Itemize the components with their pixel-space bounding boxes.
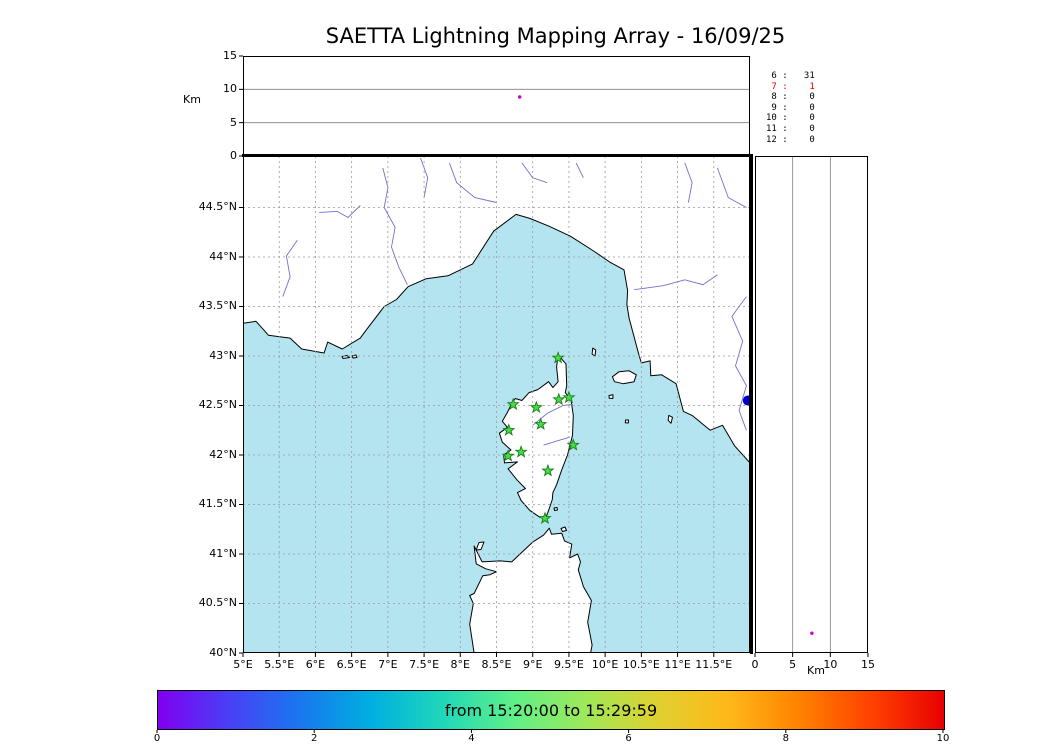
lma-station-marker	[506, 397, 520, 411]
right-grid-layer	[792, 156, 831, 653]
lon-tick-label: 8.5°E	[481, 658, 512, 671]
lon-tick-label: 11.5°E	[695, 658, 733, 671]
lon-tick-label: 6°E	[305, 658, 326, 671]
lon-tick-label: 5°E	[233, 658, 253, 671]
colorbar-tick-label: 4	[468, 733, 475, 744]
alt-tick-label: 0	[230, 149, 237, 162]
lat-tick-label: 40.5°N	[198, 596, 237, 610]
histogram-row: 11 : 0	[766, 123, 815, 134]
panel-frame	[755, 156, 868, 653]
lma-station-marker	[514, 445, 528, 458]
colorbar-tick-label: 10	[936, 733, 950, 744]
lat-tick-label: 43.5°N	[198, 299, 237, 313]
top-source-layer	[517, 95, 522, 99]
colorbar-time-label: from 15:20:00 to 15:29:59	[444, 700, 658, 720]
lon-tick-label: 10°E	[591, 658, 619, 671]
lat-tick-label: 42.5°N	[198, 398, 237, 412]
lma-station-marker	[538, 511, 552, 524]
lma-station-marker	[552, 392, 566, 406]
histogram-row: 9 : 0	[766, 102, 815, 113]
altitude-longitude-plot	[243, 56, 750, 156]
stations-histogram: 6 : 31 7 : 1 8 : 0 9 : 0 10 : 0 11 : 0 12 :…	[766, 71, 815, 145]
km-axis-label: Km	[807, 664, 825, 677]
lma-station-marker	[529, 400, 543, 414]
lma-station-marker	[534, 417, 548, 430]
colorbar-tick-label: 6	[625, 733, 632, 744]
alt-tick-label: 10	[223, 82, 237, 96]
lon-tick-label: 6.5°E	[336, 658, 367, 671]
figure-title: SAETTA Lightning Mapping Array - 16/09/2…	[325, 24, 786, 48]
mainland-coastline	[243, 156, 750, 464]
lma-station-marker	[541, 463, 555, 477]
altitude-latitude-panel	[755, 156, 868, 653]
lat-tick-label: 41.5°N	[198, 497, 237, 511]
top-grid-layer	[243, 88, 750, 124]
altitude-latitude-plot	[755, 156, 868, 653]
lon-tick-label: 7.5°E	[409, 658, 440, 671]
histogram-row: 8 : 0	[766, 92, 815, 103]
lon-tick-label: 9.5°E	[553, 658, 584, 671]
histogram-row: 10 : 0	[766, 113, 815, 124]
lma-station-marker	[551, 351, 565, 364]
map-panel	[243, 156, 750, 653]
right-source-layer	[810, 631, 814, 635]
altitude-axis-label: Km	[183, 93, 201, 106]
lon-tick-label: 11°E	[664, 658, 691, 671]
lightning-source-dot	[517, 95, 522, 99]
lat-tick-label: 44°N	[209, 249, 237, 263]
colorbar-tick-label: 8	[782, 733, 789, 744]
lma-station-marker	[502, 423, 516, 436]
frame-divider-vertical	[750, 154, 753, 654]
colorbar-tick-label: 0	[153, 733, 161, 744]
frame-divider-horizontal	[242, 154, 753, 157]
lon-tick-label: 8°E	[450, 658, 470, 671]
panel-frame	[243, 56, 750, 156]
lat-tick-label: 41°N	[209, 546, 237, 560]
alt-tick-label: 15	[223, 49, 237, 62]
lon-tick-label: 7°E	[378, 658, 398, 671]
station-marker-layer	[501, 351, 750, 524]
lat-tick-label: 42°N	[209, 447, 237, 461]
alt-tick-label: 5	[230, 115, 237, 129]
km-tick-label: 5	[789, 658, 797, 671]
lat-tick-label: 43°N	[209, 348, 237, 362]
histogram-row: 6 : 31	[766, 71, 815, 81]
sardinia-coastline	[469, 527, 593, 653]
edge-marker-dot	[742, 395, 750, 406]
lma-station-marker	[566, 438, 580, 451]
lon-tick-label: 10.5°E	[622, 658, 660, 671]
lma-station-marker	[562, 390, 576, 404]
altitude-longitude-panel	[243, 56, 750, 156]
lon-tick-label: 5.5°E	[264, 658, 295, 671]
lat-tick-label: 40°N	[209, 646, 237, 659]
km-tick-label: 10	[823, 658, 838, 671]
histogram-row: 12 : 0	[766, 134, 815, 145]
km-tick-label: 15	[861, 658, 875, 671]
geographic-map	[243, 156, 750, 653]
histogram-row: 7 : 1	[766, 81, 815, 92]
lon-tick-label: 9°E	[522, 658, 543, 671]
lightning-source-dot	[810, 631, 814, 635]
colorbar-tick-label: 2	[311, 733, 318, 744]
time-colorbar: from 15:20:00 to 15:29:59	[157, 690, 945, 730]
lat-tick-label: 44.5°N	[198, 200, 237, 214]
km-tick-label: 0	[751, 658, 759, 671]
lma-station-marker	[501, 449, 515, 462]
